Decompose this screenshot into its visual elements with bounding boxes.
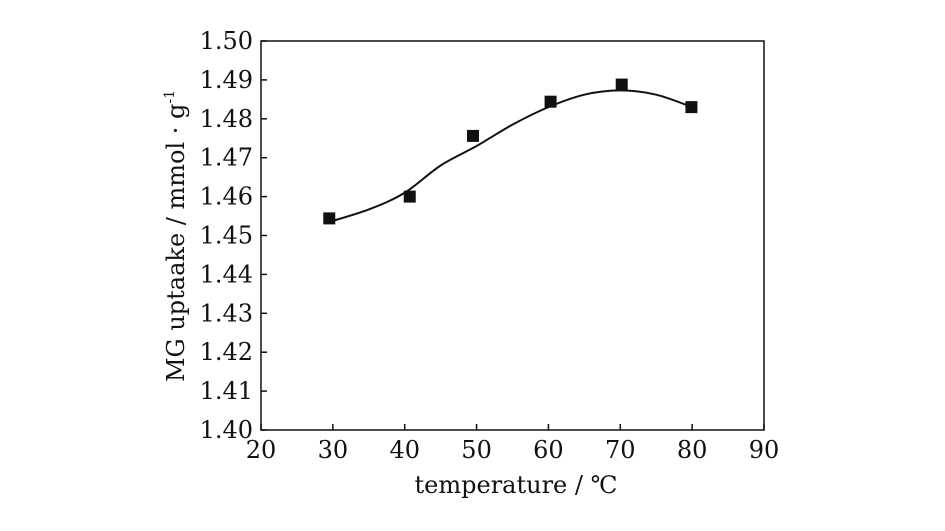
ticks	[260, 40, 765, 431]
data-point	[403, 190, 416, 203]
tick-labels: 20 30 40 50 60 70 80 90 1.40 1.41 1.42 1.43 1.44 1.45…	[200, 27, 780, 464]
y-axis-label: MG uptaake / mmol · g-1	[162, 90, 190, 382]
y-tick-label: 1.44	[200, 260, 253, 288]
data-point	[323, 212, 336, 225]
plot-frame	[260, 40, 765, 431]
fit-curve	[328, 89, 693, 223]
y-tick-label: 1.47	[200, 144, 253, 172]
x-tick-label: 60	[533, 436, 564, 464]
x-tick-label: 40	[389, 436, 420, 464]
x-tick-label: 30	[318, 436, 349, 464]
y-tick-label: 1.43	[200, 299, 253, 327]
y-tick-label: 1.48	[200, 105, 253, 133]
y-tick-label: 1.40	[200, 416, 253, 444]
y-tick-label: 1.42	[200, 338, 253, 366]
x-tick-label: 20	[246, 436, 277, 464]
x-tick-label: 80	[677, 436, 708, 464]
data-point	[466, 129, 479, 142]
data-point	[544, 95, 557, 108]
data-point	[615, 78, 628, 91]
y-tick-label: 1.46	[200, 183, 253, 211]
x-tick-label: 90	[749, 436, 780, 464]
y-axis-label-main: MG uptaake / mmol · g	[162, 104, 190, 382]
x-axis-label: temperature / ℃	[415, 471, 618, 499]
y-tick-label: 1.45	[200, 222, 253, 250]
y-tick-label: 1.41	[200, 377, 253, 405]
y-tick-label: 1.50	[200, 27, 253, 55]
x-tick-label: 70	[605, 436, 636, 464]
data-points	[323, 78, 698, 225]
data-point	[685, 101, 698, 114]
y-axis-label-sup: -1	[162, 90, 178, 104]
x-tick-label: 50	[461, 436, 492, 464]
y-tick-label: 1.49	[200, 66, 253, 94]
